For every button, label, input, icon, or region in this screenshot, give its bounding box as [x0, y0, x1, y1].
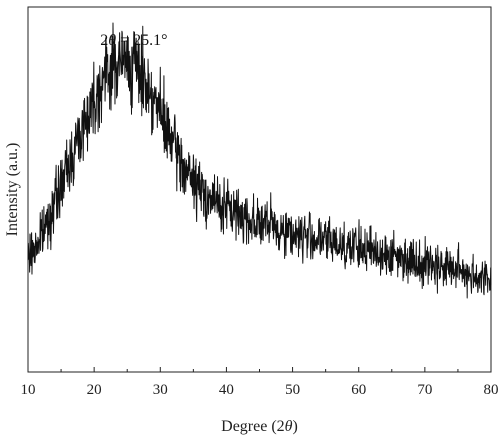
x-tick-label-20: 20 [87, 382, 102, 398]
x-tick-label-50: 50 [285, 382, 300, 398]
x-tick-label-40: 40 [219, 382, 234, 398]
x-tick-label-70: 70 [417, 382, 432, 398]
x-axis-ticks: 10 20 30 40 50 60 70 80 [21, 367, 499, 398]
x-tick-label-80: 80 [484, 382, 499, 398]
y-axis-title: Intensity (a.u.) [4, 143, 21, 237]
x-tick-label-60: 60 [351, 382, 366, 398]
plot-frame [27, 6, 492, 373]
series-line [27, 22, 492, 299]
peak-annotation: 2θ = 25.1° [100, 32, 167, 49]
x-tick-label-10: 10 [21, 382, 36, 398]
x-tick-label-30: 30 [153, 382, 168, 398]
x-axis-title: Degree (2θ) [221, 418, 298, 435]
